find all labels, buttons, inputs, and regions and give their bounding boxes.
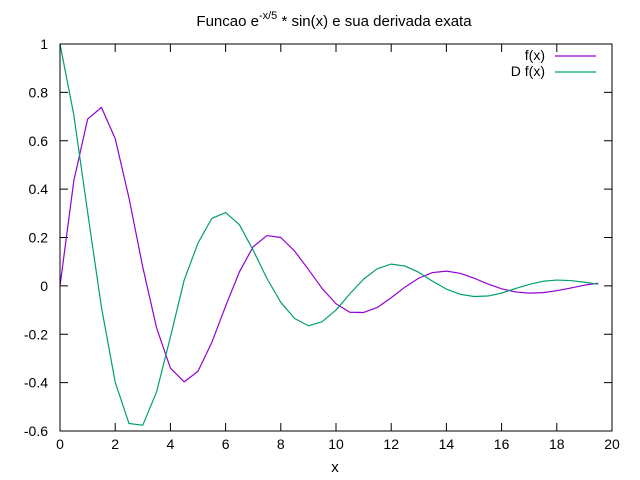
- y-tick-label: 0.6: [29, 133, 49, 149]
- x-tick-label: 4: [167, 436, 175, 452]
- series-line-df: [59, 43, 599, 426]
- x-tick-label: 18: [549, 436, 565, 452]
- x-tick-label: 10: [328, 436, 344, 452]
- x-axis-label: x: [331, 459, 339, 476]
- y-tick-label: -0.4: [24, 375, 48, 391]
- plot-border: [59, 43, 613, 432]
- y-tick-label: 1: [40, 36, 48, 52]
- y-tick-label: 0.8: [29, 84, 49, 100]
- series-line-f: [59, 106, 599, 383]
- chart-title: Funcao e-x/5 * sin(x) e sua derivada exa…: [196, 10, 472, 30]
- title-suffix: * sin(x) e sua derivada exata: [277, 13, 472, 30]
- legend-label-f: f(x): [525, 47, 545, 63]
- y-tick-label: 0.4: [29, 181, 49, 197]
- y-tick-label: 0.2: [29, 230, 49, 246]
- y-tick-label: -0.2: [24, 326, 48, 342]
- title-prefix: Funcao e: [196, 13, 259, 30]
- y-tick-label: 0: [40, 278, 48, 294]
- legend: f(x) D f(x): [511, 47, 596, 79]
- ticks-layer: 0 2 4 6 8 10 12 14 16 18 20 -0.6 -0.4 -0.2 0 0.2 0.4 0.6 0…: [24, 36, 620, 452]
- x-tick-label: 20: [604, 436, 620, 452]
- y-tick-label: -0.6: [24, 423, 48, 439]
- x-tick-label: 12: [383, 436, 399, 452]
- x-tick-label: 16: [494, 436, 510, 452]
- x-tick-label: 0: [56, 436, 64, 452]
- title-superscript: -x/5: [259, 10, 277, 22]
- legend-label-df: D f(x): [511, 63, 545, 79]
- x-tick-label: 8: [277, 436, 285, 452]
- x-tick-label: 14: [439, 436, 455, 452]
- curves-layer: [59, 43, 599, 426]
- x-tick-label: 6: [222, 436, 230, 452]
- x-tick-label: 2: [111, 436, 119, 452]
